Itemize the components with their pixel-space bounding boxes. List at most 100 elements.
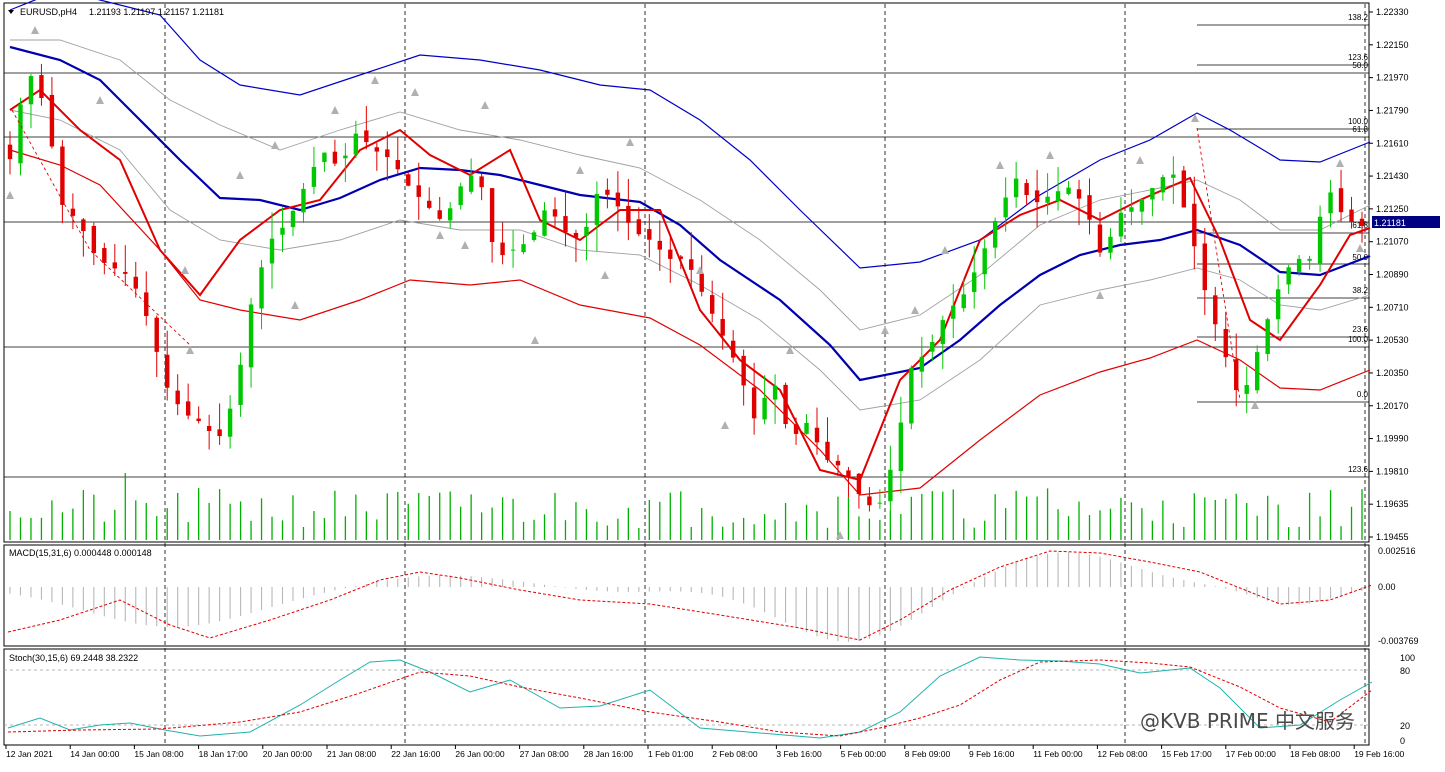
candle-body: [1254, 352, 1260, 391]
candle-body: [552, 209, 558, 217]
candle-body: [563, 216, 568, 233]
price-tick-label: 1.20710: [1376, 302, 1409, 312]
fractal-arrow: [996, 161, 1004, 169]
candle-body: [961, 294, 966, 309]
upper-envelope-line: [9, 0, 1371, 269]
fib-label: 100.0: [1348, 117, 1369, 126]
candle-body: [60, 146, 65, 205]
candle-body: [856, 473, 862, 495]
fractal-arrow: [371, 76, 379, 84]
candle-body: [81, 219, 86, 232]
fractal-arrow: [601, 271, 609, 279]
stoch-panel-frame: [3, 648, 1370, 746]
candle-body: [1097, 224, 1103, 253]
fib-label: 123.6: [1348, 53, 1369, 62]
candle-body: [364, 130, 369, 143]
time-tick-label: 27 Jan 08:00: [520, 749, 569, 759]
candle-body: [18, 104, 23, 164]
fractal-arrow: [236, 171, 244, 179]
fractal-arrow: [181, 266, 189, 274]
macd-panel-frame: [3, 544, 1370, 647]
candle-body: [353, 133, 359, 155]
macd-signal-line: [7, 550, 1373, 641]
fractal-arrow: [911, 306, 919, 314]
candle-body: [227, 408, 233, 437]
candle-body: [238, 364, 243, 405]
price-tick-label: 1.19455: [1376, 532, 1409, 542]
fib-label: 50.0: [1352, 253, 1368, 262]
stoch-axis-label: 20: [1400, 721, 1410, 731]
time-tick-label: 3 Feb 16:00: [776, 749, 822, 759]
fractal-arrow: [576, 166, 584, 174]
candle-body: [1359, 218, 1365, 227]
fib-label: 61.8: [1352, 125, 1368, 134]
candle-body: [783, 384, 788, 425]
candle-body: [1296, 258, 1302, 272]
price-tick-label: 1.22330: [1376, 7, 1409, 17]
envelope-bands: [9, 0, 1371, 496]
candle-body: [521, 244, 526, 253]
candle-body: [940, 320, 945, 344]
candle-body: [1160, 177, 1166, 193]
candle-body: [1307, 258, 1312, 261]
candle-body: [1013, 178, 1019, 198]
stoch-axis-label: 0: [1400, 736, 1405, 746]
candle-body: [1181, 170, 1187, 208]
fractal-arrow: [461, 241, 469, 249]
time-tick-label: 20 Jan 00:00: [263, 749, 312, 759]
price-tick-label: 1.22150: [1376, 40, 1409, 50]
fractal-arrow: [331, 106, 339, 114]
candle-body: [269, 238, 275, 264]
fractal-arrow: [941, 246, 949, 254]
candle-body: [909, 367, 914, 424]
candle-body: [427, 200, 432, 208]
candle-body: [112, 262, 118, 269]
fib-label: 23.6: [1352, 325, 1368, 334]
candle-body: [741, 355, 746, 386]
candle-body: [951, 305, 956, 319]
candle-body: [835, 460, 841, 466]
fractal-arrow: [696, 266, 704, 274]
fractal-arrow: [1096, 291, 1104, 299]
symbol-dropdown-icon[interactable]: [8, 10, 14, 14]
candle-body: [1076, 189, 1082, 199]
fib-label: 0.0: [1357, 390, 1369, 399]
candle-body: [710, 295, 715, 314]
candle-body: [133, 276, 138, 289]
candle-body: [311, 166, 317, 187]
fractal-arrow: [481, 101, 489, 109]
volume-bars: [9, 473, 1363, 540]
time-tick-label: 18 Jan 17:00: [199, 749, 248, 759]
candle-body: [301, 188, 306, 213]
time-tick-label: 14 Jan 00:00: [70, 749, 119, 759]
candle-body: [165, 354, 170, 388]
stochastic-lines: [4, 656, 1373, 739]
candle-body: [1234, 359, 1239, 391]
candle-body: [594, 193, 600, 225]
candle-body: [1244, 385, 1249, 394]
candle-body: [584, 226, 589, 236]
candle-body: [1286, 267, 1291, 285]
time-tick-label: 5 Feb 00:00: [841, 749, 887, 759]
time-tick-label: 19 Feb 16:00: [1354, 749, 1404, 759]
fractal-arrow: [411, 88, 419, 96]
fractal-arrow: [1251, 401, 1259, 409]
stoch-d-line: [7, 659, 1373, 737]
price-tick-label: 1.21790: [1376, 105, 1409, 115]
fractal-arrow: [881, 326, 889, 334]
fractal-arrow: [1356, 244, 1364, 252]
candle-body: [793, 424, 799, 434]
candle-body: [877, 502, 883, 504]
fractal-arrow: [1046, 151, 1054, 159]
candle-body: [982, 248, 987, 275]
candle-body: [437, 210, 442, 219]
candle-body: [919, 356, 925, 372]
price-tick-label: 1.19810: [1376, 466, 1409, 476]
vertical-gridlines: [164, 4, 1366, 745]
candle-body: [1129, 207, 1134, 212]
time-tick-label: 2 Feb 08:00: [712, 749, 758, 759]
candle-body: [175, 390, 180, 405]
main-panel-frame: [3, 2, 1370, 543]
